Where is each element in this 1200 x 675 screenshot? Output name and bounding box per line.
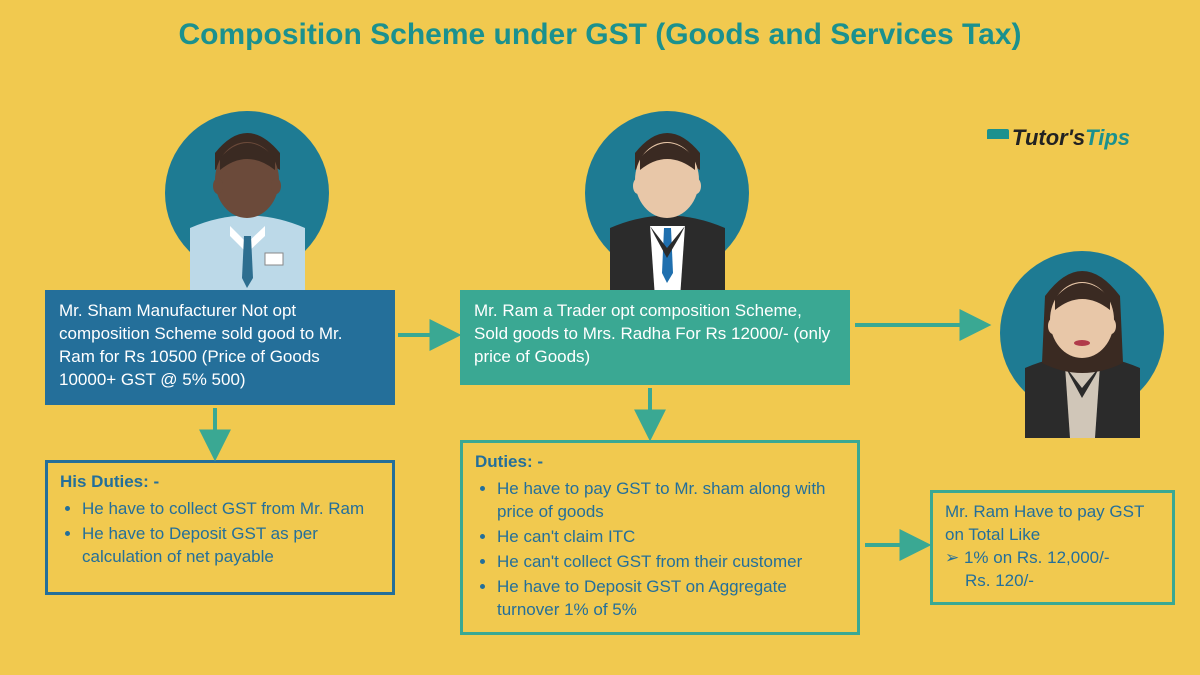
avatar-ram <box>580 108 755 298</box>
box-sham-duties: His Duties: - He have to collect GST fro… <box>45 460 395 595</box>
page-title: Composition Scheme under GST (Goods and … <box>0 0 1200 52</box>
box-sham-main: Mr. Sham Manufacturer Not opt compositio… <box>45 290 395 405</box>
avatar-radha <box>995 248 1170 438</box>
box-ram-duties: Duties: - He have to pay GST to Mr. sham… <box>460 440 860 635</box>
brand-logo: Tutor'sTips <box>987 125 1130 151</box>
logo-cap-icon <box>987 129 1009 139</box>
avatar-sham <box>160 108 335 298</box>
box-ram-main: Mr. Ram a Trader opt composition Scheme,… <box>460 290 850 385</box>
box-total: Mr. Ram Have to pay GST on Total Like ➢ … <box>930 490 1175 605</box>
